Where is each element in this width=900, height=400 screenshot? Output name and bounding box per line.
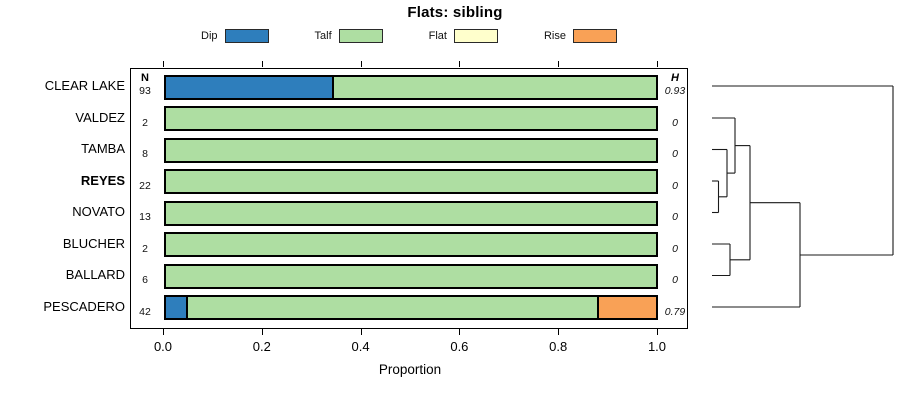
bar-segment-talf: [164, 169, 658, 195]
plot-area: [130, 68, 688, 329]
bar-segment-talf: [333, 74, 658, 100]
h-value: 0: [672, 274, 678, 287]
x-axis-tick-label: 0.4: [351, 339, 370, 354]
x-axis-tick-bottom: [163, 329, 164, 335]
legend-item-dip: Dip: [201, 29, 269, 43]
x-axis-tick-bottom: [360, 329, 362, 335]
n-value: 2: [142, 116, 148, 129]
legend-swatch-dip: [224, 29, 269, 43]
x-axis-tick-top: [163, 61, 164, 67]
bar-row: [164, 200, 658, 226]
row-label-blucher: BLUCHER: [62, 235, 125, 251]
h-value: 0: [672, 179, 678, 192]
x-axis-tick-top: [558, 61, 560, 67]
x-axis-tick-bottom: [459, 329, 461, 335]
x-axis-tick-top: [360, 61, 362, 67]
bar-segment-talf: [164, 106, 658, 132]
legend-swatch-flat: [453, 29, 498, 43]
legend-item-talf: Talf: [315, 29, 383, 43]
x-axis-tick-top: [657, 61, 658, 67]
n-value: 93: [139, 85, 151, 97]
row-label-pescadero: PESCADERO: [43, 298, 125, 314]
h-value: 0: [672, 116, 678, 129]
x-axis-tick-top: [261, 61, 263, 67]
n-value: 22: [139, 179, 151, 192]
legend: Dip Talf Flat Rise: [130, 26, 688, 46]
h-value: 0.79: [664, 305, 686, 318]
x-axis-label: Proportion: [378, 362, 442, 377]
legend-label: Rise: [543, 30, 566, 42]
legend-item-rise: Rise: [544, 29, 617, 43]
h-value: 0: [672, 211, 678, 224]
bar-row: [164, 106, 658, 132]
row-label-tamba: TAMBA: [81, 141, 125, 157]
n-column-header: N: [141, 72, 149, 84]
x-axis-tick-label: 0.8: [549, 339, 568, 354]
x-axis-tick-bottom: [558, 329, 560, 335]
row-label-reyes: REYES: [80, 172, 125, 188]
bar-segment-rise: [599, 295, 658, 321]
bar-segment-dip: [164, 295, 188, 321]
legend-label: Talf: [314, 30, 332, 42]
h-value: 0.93: [664, 85, 686, 97]
h-value: 0: [672, 148, 678, 161]
chart-title: Flats: sibling: [407, 4, 503, 21]
legend-swatch-talf: [338, 29, 383, 43]
x-axis-tick-label: 1.0: [647, 339, 667, 354]
bar-segment-dip: [164, 74, 334, 100]
n-value: 8: [142, 148, 148, 161]
x-axis-tick-label: 0.2: [252, 339, 271, 354]
h-column-header: H: [671, 72, 679, 84]
x-axis-tick-top: [459, 61, 461, 67]
legend-label: Dip: [201, 30, 218, 42]
n-value: 42: [139, 305, 151, 318]
legend-swatch-rise: [573, 29, 617, 43]
x-axis-tick-bottom: [261, 329, 263, 335]
x-axis-tick-bottom: [657, 329, 658, 335]
bar-row: [164, 74, 658, 100]
bar-row: [164, 169, 658, 195]
bar-row: [164, 137, 658, 163]
h-value: 0: [672, 242, 678, 255]
legend-label: Flat: [428, 30, 447, 42]
bar-segment-talf: [164, 200, 658, 226]
bar-row: [164, 232, 658, 258]
n-value: 13: [139, 211, 151, 224]
bar-segment-talf: [164, 263, 658, 289]
x-axis-tick-label: 0.6: [450, 339, 469, 354]
row-label-clear-lake: CLEAR LAKE: [44, 78, 125, 93]
row-label-novato: NOVATO: [72, 204, 125, 220]
bar-row: [164, 295, 658, 321]
bar-row: [164, 263, 658, 289]
row-label-ballard: BALLARD: [65, 267, 125, 283]
bar-segment-talf: [187, 295, 600, 321]
n-value: 6: [142, 274, 148, 287]
n-value: 2: [142, 242, 148, 255]
legend-item-flat: Flat: [429, 29, 498, 43]
row-label-valdez: VALDEZ: [75, 109, 125, 125]
bar-segment-talf: [164, 232, 658, 258]
x-axis-tick-label: 0.0: [153, 339, 173, 354]
bar-segment-talf: [164, 137, 658, 163]
